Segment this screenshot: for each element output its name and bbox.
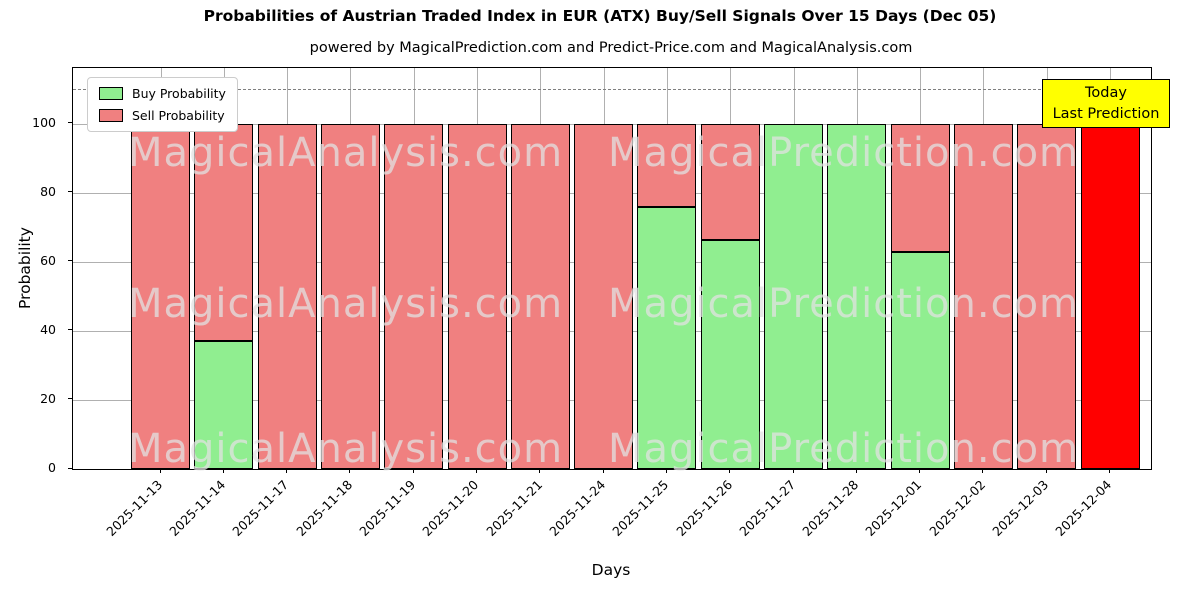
bar-segment-sell bbox=[194, 123, 254, 342]
y-tick-label: 100 bbox=[32, 114, 56, 130]
bar-segment-sell bbox=[637, 123, 697, 207]
today-annotation-box: Today Last Prediction bbox=[1042, 79, 1170, 128]
y-tick-mark bbox=[68, 467, 72, 469]
x-tick-mark bbox=[412, 469, 414, 473]
x-tick-mark bbox=[982, 469, 984, 473]
dashed-reference-line bbox=[73, 89, 1151, 91]
legend-item: Buy Probability bbox=[99, 86, 226, 101]
x-tick-mark bbox=[729, 469, 731, 473]
x-tick-label: 2025-11-21 bbox=[482, 477, 545, 539]
today-annotation-line1: Today bbox=[1085, 85, 1127, 102]
chart-plot-area: Buy Probability Sell Probability bbox=[72, 67, 1152, 470]
x-tick-mark bbox=[539, 469, 541, 473]
y-tick-mark bbox=[68, 329, 72, 331]
x-tick-mark bbox=[1109, 469, 1110, 473]
x-tick-label: 2025-11-26 bbox=[672, 477, 735, 539]
bar-segment-sell bbox=[890, 123, 950, 252]
chart-title: Probabilities of Austrian Traded Index i… bbox=[203, 7, 997, 25]
bar-segment-sell bbox=[384, 123, 444, 469]
y-tick-label: 0 bbox=[48, 460, 56, 475]
x-tick-mark bbox=[349, 469, 351, 473]
x-tick-mark bbox=[602, 469, 604, 473]
x-tick-mark bbox=[286, 469, 288, 473]
chart-subtitle: powered by MagicalPrediction.com and Pre… bbox=[309, 40, 913, 56]
x-tick-label: 2025-11-18 bbox=[293, 477, 356, 539]
x-tick-label: 2025-11-24 bbox=[546, 477, 609, 539]
x-tick-mark bbox=[919, 469, 921, 473]
bar-segment-buy bbox=[637, 206, 697, 469]
x-tick-label: 2025-12-04 bbox=[1052, 477, 1115, 539]
bar-segment-sell bbox=[574, 123, 634, 469]
x-axis-label: Days bbox=[591, 561, 631, 579]
x-tick-labels: 2025-11-13 2025-11-14 2025-11-17 2025-11-18… bbox=[72, 469, 1150, 569]
x-tick-label: 2025-11-13 bbox=[103, 477, 166, 539]
x-tick-label: 2025-11-28 bbox=[799, 477, 862, 539]
bar-segment-sell bbox=[131, 123, 190, 469]
bar-segment-buy bbox=[890, 251, 950, 469]
legend-swatch bbox=[99, 87, 123, 100]
bar-segment-buy bbox=[194, 341, 254, 469]
x-tick-mark bbox=[222, 469, 224, 473]
legend-item: Sell Probability bbox=[99, 108, 226, 123]
bar-segment-sell bbox=[447, 123, 507, 469]
bar-segment-sell bbox=[1017, 123, 1077, 469]
bar-segment-sell bbox=[1080, 123, 1140, 469]
x-tick-label: 2025-11-25 bbox=[609, 477, 672, 539]
x-tick-label: 2025-11-17 bbox=[229, 477, 292, 539]
y-tick-label: 20 bbox=[40, 390, 56, 406]
y-tick-mark bbox=[68, 398, 72, 400]
y-tick-mark bbox=[68, 191, 72, 193]
bar-segment-sell bbox=[257, 123, 317, 469]
x-tick-mark bbox=[159, 469, 161, 473]
x-tick-label: 2025-12-03 bbox=[989, 477, 1052, 539]
x-tick-label: 2025-11-20 bbox=[419, 477, 482, 539]
bar-segment-sell bbox=[510, 123, 570, 469]
bar-segment-sell bbox=[700, 123, 760, 240]
x-tick-label: 2025-11-14 bbox=[166, 477, 229, 539]
x-tick-mark bbox=[855, 469, 857, 473]
y-tick-label: 80 bbox=[40, 183, 56, 199]
x-tick-mark bbox=[665, 469, 667, 473]
x-tick-mark bbox=[792, 469, 794, 473]
x-tick-label: 2025-12-02 bbox=[926, 477, 989, 539]
y-tick-label: 40 bbox=[40, 321, 56, 337]
chart-legend: Buy Probability Sell Probability bbox=[87, 77, 238, 132]
bar-segment-buy bbox=[827, 123, 887, 469]
legend-label: Buy Probability bbox=[132, 86, 226, 101]
today-annotation-line2: Last Prediction bbox=[1052, 105, 1160, 122]
legend-label: Sell Probability bbox=[132, 108, 225, 123]
y-tick-labels: 0 20 40 60 80 100 bbox=[0, 67, 64, 475]
bar-segment-sell bbox=[320, 123, 380, 469]
y-tick-marks bbox=[68, 67, 72, 469]
x-tick-label: 2025-11-19 bbox=[356, 477, 419, 539]
x-tick-label: 2025-11-27 bbox=[736, 477, 799, 539]
bar-segment-buy bbox=[700, 239, 760, 469]
x-tick-mark bbox=[1045, 469, 1047, 473]
legend-swatch bbox=[99, 109, 123, 122]
y-tick-mark bbox=[68, 260, 72, 262]
x-tick-label: 2025-12-01 bbox=[862, 477, 925, 539]
bar-segment-buy bbox=[764, 123, 823, 469]
bar-segment-sell bbox=[953, 123, 1013, 469]
y-tick-label: 60 bbox=[40, 252, 56, 268]
y-tick-mark bbox=[68, 122, 72, 124]
x-tick-mark bbox=[476, 469, 477, 473]
